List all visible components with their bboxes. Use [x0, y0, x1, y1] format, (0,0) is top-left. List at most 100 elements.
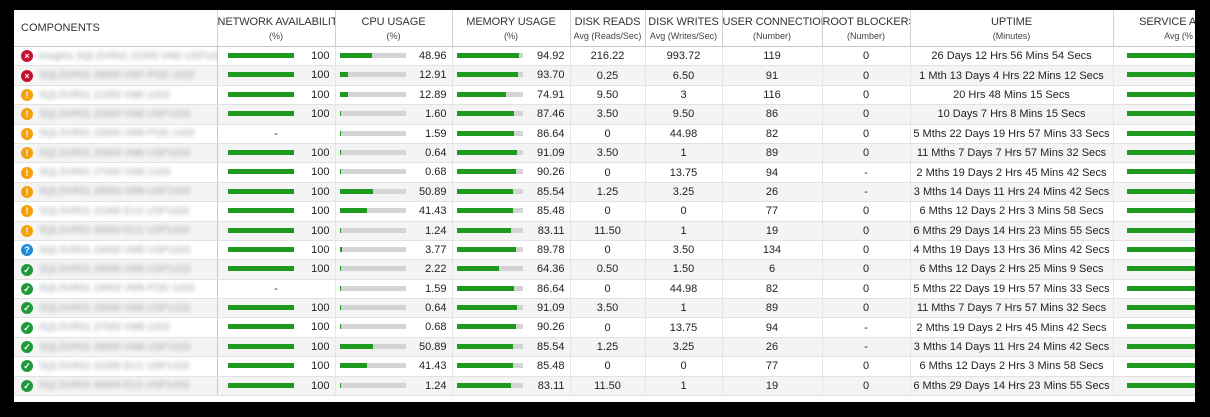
- component-name-link[interactable]: SQLSVR01 25000 VM6 USP1433: [39, 302, 191, 314]
- disk-reads-cell: 0: [570, 279, 646, 300]
- component-cell[interactable]: ! SQLSVR01 25000 VM6 USP1433: [14, 143, 218, 164]
- disk-reads-cell: 0: [570, 240, 646, 261]
- table-row[interactable]: ! SQLSVR01 28000 VM8 USP1433 100 50.89 85.54…: [14, 182, 1195, 203]
- component-name-link[interactable]: SQLSVR01 26000 VM5 USP1433: [39, 264, 191, 276]
- service-availability-cell: [1113, 162, 1195, 183]
- component-cell[interactable]: ! SQLSVR01 23000 VM9 POD 1433: [14, 124, 218, 144]
- table-row[interactable]: ! SQLSVR01 21000 VM0 1433 100 12.89 74.91 9.5…: [14, 85, 1195, 106]
- component-cell[interactable]: × SQLSVR01 26000 VM7 POD 1433: [14, 65, 218, 86]
- user-connections-cell: 134: [722, 240, 823, 261]
- component-cell[interactable]: × Insights SQLSVR01 21000 VM0 USP1433: [14, 46, 218, 67]
- component-name-link[interactable]: SQLSVR01 25000 VM6 USP1433: [39, 147, 191, 159]
- network-availability-bar: [227, 266, 294, 272]
- component-name-link[interactable]: SQLSVR01 21000 VM0 1433: [39, 89, 170, 101]
- table-body: × Insights SQLSVR01 21000 VM0 USP1433 100 4…: [14, 46, 1195, 397]
- table-row[interactable]: ✓ SQLSVR01 28000 VM8 USP1433 100 50.89 85.54…: [14, 337, 1195, 358]
- component-name-link[interactable]: SQLSVR01 24000 VM5 USP1433: [39, 244, 191, 256]
- service-availability-cell: [1113, 143, 1195, 164]
- table-row[interactable]: ! SQLSVR01 27000 VM8 1433 100 0.68 90.26 0 13.…: [14, 162, 1195, 183]
- component-name-link[interactable]: SQLSVR01 28000 VM8 USP1433: [39, 186, 191, 198]
- component-name-link[interactable]: Insights SQLSVR01 21000 VM0 USP1433: [39, 50, 217, 62]
- component-cell[interactable]: ! SQLSVR01 28000 VM8 USP1433: [14, 182, 218, 203]
- component-name-link[interactable]: SQLSVR01 31000 EU1 USP1433: [39, 205, 190, 217]
- network-availability-bar-fill: [227, 188, 294, 194]
- table-row[interactable]: ✓ SQLSVR01 31000 EU1 USP1433 100 41.43 85.48…: [14, 356, 1195, 377]
- table-row[interactable]: ✓ SQLSVR01 25000 VM6 USP1433 100 0.64 91.09 3…: [14, 298, 1195, 319]
- table-row[interactable]: ! SQLSVR01 22000 VM0 USP1433 100 1.60 87.46 3…: [14, 104, 1195, 125]
- component-cell[interactable]: ! SQLSVR01 22000 VM0 USP1433: [14, 104, 218, 125]
- memory-usage-bar-fill: [456, 149, 517, 155]
- network-availability-bar: [227, 227, 294, 233]
- component-cell[interactable]: ! SQLSVR01 27000 VM8 1433: [14, 162, 218, 183]
- service-availability-cell: [1113, 279, 1195, 300]
- header-disk-writes[interactable]: DISK WRITES Avg (Writes/Sec): [645, 10, 723, 47]
- cpu-usage-cell: 41.43: [335, 201, 453, 222]
- table-row[interactable]: × Insights SQLSVR01 21000 VM0 USP1433 100 4…: [14, 46, 1195, 67]
- table-row[interactable]: ! SQLSVR01 25000 VM6 USP1433 100 0.64 91.09 3…: [14, 143, 1195, 164]
- component-name-link[interactable]: SQLSVR01 28000 VM8 USP1433: [39, 341, 191, 353]
- component-cell[interactable]: ✓ SQLSVR01 26000 VM5 USP1433: [14, 259, 218, 280]
- header-cpu-usage[interactable]: CPU USAGE (%): [335, 10, 453, 47]
- component-name-link[interactable]: SQLSVR01 40000 EU1 USP1433: [39, 225, 190, 237]
- header-unit: (%): [386, 31, 401, 41]
- component-cell[interactable]: ✓ SQLSVR01 31000 EU1 USP1433: [14, 356, 218, 377]
- memory-usage-bar: [456, 363, 523, 369]
- component-cell[interactable]: ! SQLSVR01 40000 EU1 USP1433: [14, 221, 218, 241]
- header-memory-usage[interactable]: MEMORY USAGE (%): [452, 10, 571, 47]
- memory-usage-cell: 94.92: [452, 46, 571, 67]
- table-row[interactable]: × SQLSVR01 26000 VM7 POD 1433 100 12.91 93.7…: [14, 65, 1195, 86]
- component-cell[interactable]: ? SQLSVR01 24000 VM5 USP1433: [14, 240, 218, 261]
- cpu-usage-bar: [339, 111, 406, 117]
- cpu-usage-bar: [339, 208, 406, 214]
- component-name-link[interactable]: SQLSVR01 23000 VM9 POD 1433: [39, 283, 195, 295]
- table-row[interactable]: ✓ SQLSVR01 27000 VM8 1433 100 0.68 90.26 0 13.…: [14, 317, 1195, 338]
- header-root-blockers[interactable]: ROOT BLOCKERS (Number): [822, 10, 911, 47]
- component-name-link[interactable]: SQLSVR01 31000 EU1 USP1433: [39, 360, 190, 372]
- memory-usage-value: 91.09: [536, 302, 565, 315]
- component-cell[interactable]: ✓ SQLSVR01 25000 VM6 USP1433: [14, 298, 218, 319]
- table-row[interactable]: ✓ SQLSVR01 26000 VM5 USP1433 100 2.22 64.36 0…: [14, 259, 1195, 280]
- component-name-link[interactable]: SQLSVR01 23000 VM9 POD 1433: [39, 128, 195, 140]
- memory-usage-bar-fill: [456, 305, 517, 311]
- component-cell[interactable]: ! SQLSVR01 21000 VM0 1433: [14, 85, 218, 106]
- header-unit: (Number): [846, 31, 885, 41]
- header-network-availability[interactable]: NETWORK AVAILABILITY (%): [217, 10, 336, 47]
- disk-reads-cell: 11.50: [570, 376, 646, 397]
- root-blockers-cell: 0: [822, 46, 911, 67]
- component-cell[interactable]: ✓ SQLSVR01 23000 VM9 POD 1433: [14, 279, 218, 300]
- network-availability-bar: [227, 246, 294, 252]
- memory-usage-value: 64.36: [536, 263, 565, 276]
- memory-usage-cell: 90.26: [452, 317, 571, 338]
- header-disk-reads[interactable]: DISK READS Avg (Reads/Sec): [570, 10, 646, 47]
- table-row[interactable]: ! SQLSVR01 31000 EU1 USP1433 100 41.43 85.48…: [14, 201, 1195, 222]
- memory-usage-bar-fill: [456, 169, 517, 175]
- component-cell[interactable]: ✓ SQLSVR01 28000 VM8 USP1433: [14, 337, 218, 358]
- component-cell[interactable]: ✓ SQLSVR01 27000 VM8 1433: [14, 317, 218, 338]
- component-name-link[interactable]: SQLSVR01 27000 VM8 1433: [39, 167, 170, 179]
- component-cell[interactable]: ! SQLSVR01 31000 EU1 USP1433: [14, 201, 218, 222]
- table-row[interactable]: ! SQLSVR01 23000 VM9 POD 1433-1.59 86.64 0 4…: [14, 124, 1195, 144]
- memory-usage-value: 85.54: [536, 185, 565, 198]
- cpu-usage-bar: [339, 305, 406, 311]
- disk-reads-cell: 3.50: [570, 298, 646, 319]
- table-row[interactable]: ? SQLSVR01 24000 VM5 USP1433 100 3.77 89.78 0…: [14, 240, 1195, 261]
- component-name-link[interactable]: SQLSVR01 27000 VM8 1433: [39, 322, 170, 334]
- service-availability-cell: [1113, 201, 1195, 222]
- table-row[interactable]: ✓ SQLSVR01 40000 EU1 USP1433 100 1.24 83.11 1…: [14, 376, 1195, 397]
- component-name-link[interactable]: SQLSVR01 26000 VM7 POD 1433: [39, 70, 195, 82]
- cpu-usage-bar-fill: [339, 72, 349, 78]
- header-user-connections[interactable]: USER CONNECTIONS (Number): [722, 10, 823, 47]
- header-uptime[interactable]: UPTIME (Minutes): [910, 10, 1114, 47]
- table-row[interactable]: ! SQLSVR01 40000 EU1 USP1433 100 1.24 83.11 1…: [14, 221, 1195, 241]
- memory-usage-value: 93.70: [536, 69, 565, 82]
- header-components[interactable]: COMPONENTS: [14, 10, 218, 47]
- component-name-link[interactable]: SQLSVR01 40000 EU1 USP1433: [39, 380, 190, 392]
- component-cell[interactable]: ✓ SQLSVR01 40000 EU1 USP1433: [14, 376, 218, 397]
- table-row[interactable]: ✓ SQLSVR01 23000 VM9 POD 1433-1.59 86.64 0 4…: [14, 279, 1195, 300]
- cpu-usage-cell: 12.91: [335, 65, 453, 86]
- header-service-availability[interactable]: SERVICE AVAIL Avg (%: [1113, 10, 1195, 47]
- service-availability-cell: [1113, 104, 1195, 125]
- cpu-usage-value: 41.43: [418, 360, 447, 373]
- root-blockers-cell: -: [822, 182, 911, 203]
- component-name-link[interactable]: SQLSVR01 22000 VM0 USP1433: [39, 108, 191, 120]
